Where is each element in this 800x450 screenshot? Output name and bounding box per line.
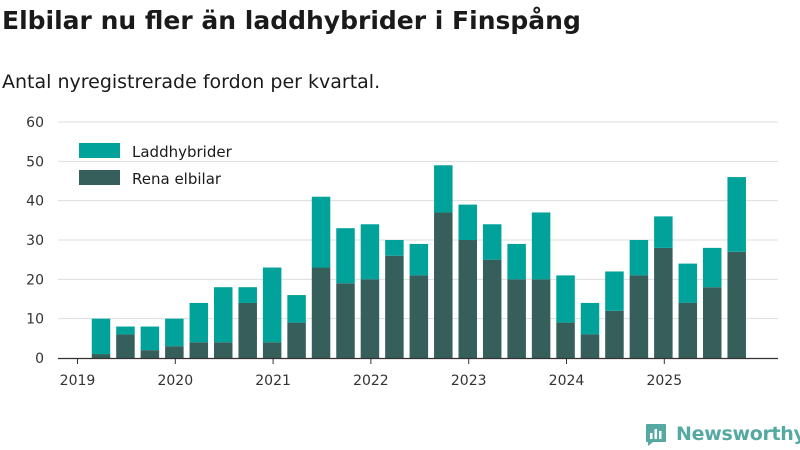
bar-laddhybrider xyxy=(678,263,698,303)
bar-laddhybrider xyxy=(360,224,380,280)
bar-laddhybrider xyxy=(409,243,429,276)
bar-laddhybrider xyxy=(605,271,624,311)
y-tick-label: 50 xyxy=(26,154,44,170)
bar-rena-elbilar xyxy=(727,251,746,358)
bar-rena-elbilar xyxy=(678,302,698,358)
bar-rena-elbilar xyxy=(385,255,404,358)
bar-laddhybrider xyxy=(91,318,111,355)
bar-laddhybrider xyxy=(165,318,184,347)
y-tick-label: 10 xyxy=(26,312,44,328)
y-tick-label: 0 xyxy=(35,351,44,367)
bar-rena-elbilar xyxy=(605,310,624,358)
legend-swatch-rena-elbilar xyxy=(79,170,120,185)
bar-laddhybrider xyxy=(629,240,649,276)
bar-laddhybrider xyxy=(116,326,135,335)
chart-subtitle: Antal nyregistrerade fordon per kvartal. xyxy=(2,71,381,93)
x-tick-label: 2020 xyxy=(157,373,193,389)
bar-laddhybrider xyxy=(385,240,404,256)
bar-laddhybrider xyxy=(556,275,575,323)
legend-swatch-laddhybrider xyxy=(79,143,120,158)
bar-rena-elbilar xyxy=(654,247,673,358)
x-tick-label: 2019 xyxy=(60,373,96,389)
bar-rena-elbilar xyxy=(336,283,355,358)
bar-rena-elbilar xyxy=(556,322,575,358)
bar-rena-elbilar xyxy=(482,259,502,358)
bar-rena-elbilar xyxy=(507,279,526,358)
x-axis-ticks: 2019 2020 2021 2022 2023 2024 2025 xyxy=(60,358,682,389)
bars xyxy=(91,165,746,358)
chart-title: Elbilar nu fler än laddhybrider i Finspå… xyxy=(2,6,581,35)
bar-laddhybrider xyxy=(482,224,502,260)
bar-laddhybrider xyxy=(311,196,331,268)
bar-rena-elbilar xyxy=(580,334,600,358)
bar-rena-elbilar xyxy=(238,302,257,358)
x-tick-label: 2021 xyxy=(255,373,291,389)
bar-rena-elbilar xyxy=(409,275,429,358)
bar-laddhybrider xyxy=(140,326,160,351)
bar-rena-elbilar xyxy=(629,275,649,358)
bar-rena-elbilar xyxy=(214,342,233,358)
bar-rena-elbilar xyxy=(140,350,160,358)
x-tick-label: 2022 xyxy=(353,373,389,389)
bar-rena-elbilar xyxy=(189,342,209,358)
x-tick-label: 2023 xyxy=(451,373,487,389)
x-tick-label: 2025 xyxy=(646,373,682,389)
bar-laddhybrider xyxy=(531,212,551,280)
bar-rena-elbilar xyxy=(360,279,380,358)
legend: Laddhybrider Rena elbilar xyxy=(79,143,233,188)
x-tick-label: 2024 xyxy=(549,373,585,389)
bar-laddhybrider xyxy=(287,295,306,323)
y-tick-label: 30 xyxy=(26,233,44,249)
legend-label-rena-elbilar: Rena elbilar xyxy=(132,170,222,188)
bar-rena-elbilar xyxy=(262,342,282,358)
brand-logo: Newsworthy xyxy=(644,420,800,448)
bar-rena-elbilar xyxy=(531,279,551,358)
bar-laddhybrider xyxy=(336,228,355,284)
bar-laddhybrider xyxy=(654,216,673,248)
bar-rena-elbilar xyxy=(434,212,453,358)
y-tick-label: 40 xyxy=(26,194,44,210)
brand-name: Newsworthy xyxy=(676,423,800,445)
y-tick-label: 20 xyxy=(26,272,44,288)
bar-laddhybrider xyxy=(434,165,453,213)
bar-rena-elbilar xyxy=(311,267,331,358)
bar-laddhybrider xyxy=(189,302,209,343)
bar-laddhybrider xyxy=(727,177,746,252)
bar-laddhybrider xyxy=(580,302,600,335)
bar-rena-elbilar xyxy=(703,287,722,358)
bar-rena-elbilar xyxy=(91,354,111,358)
y-axis-ticks: 0 10 20 30 40 50 60 xyxy=(26,115,44,367)
bar-rena-elbilar xyxy=(287,322,306,358)
y-tick-label: 60 xyxy=(26,115,44,131)
bar-laddhybrider xyxy=(262,267,282,343)
bar-laddhybrider xyxy=(507,243,526,280)
legend-label-laddhybrider: Laddhybrider xyxy=(132,143,233,161)
newsworthy-logo-icon xyxy=(646,424,666,446)
bar-rena-elbilar xyxy=(458,240,477,358)
bar-rena-elbilar xyxy=(165,346,184,358)
bar-laddhybrider xyxy=(214,287,233,343)
bar-laddhybrider xyxy=(703,247,722,288)
bar-rena-elbilar xyxy=(116,334,135,358)
bar-laddhybrider xyxy=(238,287,257,303)
bar-laddhybrider xyxy=(458,204,477,240)
